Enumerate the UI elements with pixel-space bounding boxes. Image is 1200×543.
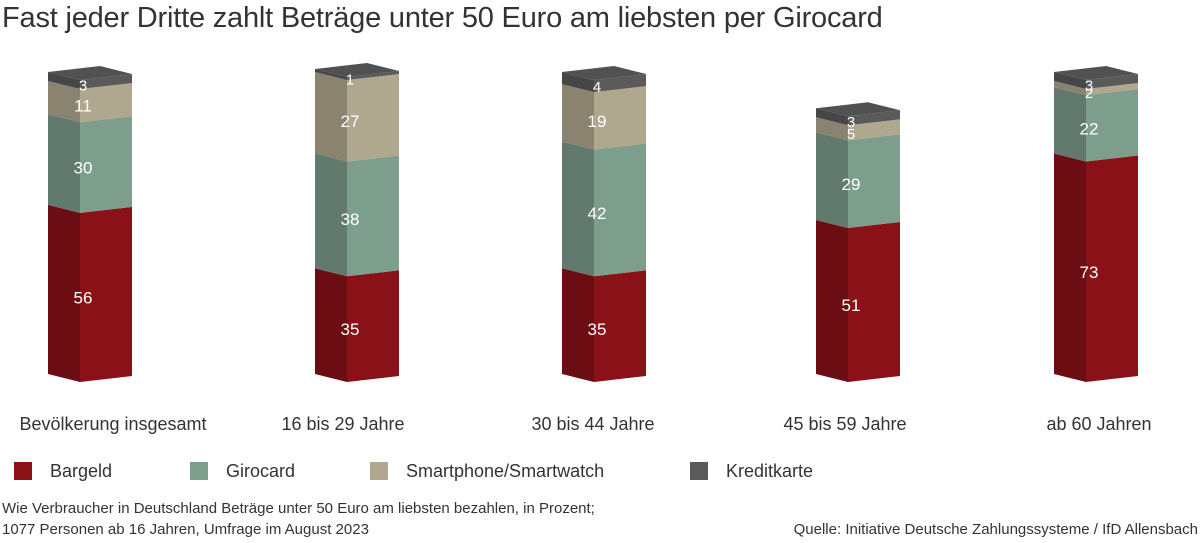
bar-segment-side-girocard-3: [562, 141, 594, 277]
bar-segment-side-girocard-2: [315, 153, 347, 277]
bar-segment-smartphone-smartwatch-1: [80, 83, 132, 123]
value-label-smartphone-smartwatch-1: 11: [74, 97, 92, 116]
bar-segment-side-bargeld-2: [315, 268, 347, 382]
value-label-smartphone-smartwatch-4: 5: [847, 126, 855, 143]
value-label-girocard-5: 22: [1080, 119, 1099, 138]
value-label-smartphone-smartwatch-2: 27: [341, 112, 360, 131]
chart-title: Fast jeder Dritte zahlt Beträge unter 50…: [2, 2, 883, 34]
bar-segment-girocard-5: [1086, 89, 1138, 162]
bar-segment-smartphone-smartwatch-4: [848, 119, 900, 141]
legend-item-smartphone-smartwatch: Smartphone/Smartwatch: [370, 458, 604, 484]
category-label-2: 16 bis 29 Jahre: [281, 414, 405, 434]
value-label-bargeld-4: 51: [842, 296, 861, 315]
legend-swatch: [370, 462, 388, 480]
legend-item-girocard: Girocard: [190, 458, 295, 484]
legend: Bargeld Girocard Smartphone/Smartwatch Kred…: [0, 458, 1200, 484]
bar-segment-side-bargeld-4: [816, 219, 848, 382]
value-label-girocard-2: 38: [341, 210, 360, 229]
value-label-kreditkarte-4: 3: [847, 114, 855, 131]
value-label-kreditkarte-2: 1: [346, 71, 354, 88]
legend-swatch: [190, 462, 208, 480]
bar-segment-side-smartphone-smartwatch-5: [1054, 81, 1086, 96]
bar-segment-side-kreditkarte-2: [315, 68, 347, 80]
value-label-bargeld-1: 56: [74, 288, 93, 307]
footnote: Wie Verbraucher in Deutschland Beträge u…: [2, 498, 595, 540]
bar-segment-side-kreditkarte-4: [816, 108, 848, 126]
value-label-kreditkarte-1: 3: [79, 78, 87, 95]
bar-segment-side-smartphone-smartwatch-2: [315, 72, 347, 162]
value-label-kreditkarte-5: 3: [1085, 78, 1093, 95]
value-label-kreditkarte-3: 4: [593, 79, 601, 96]
bar-stack-4: 51 29 53: [816, 102, 900, 382]
legend-swatch: [690, 462, 708, 480]
bar-segment-kreditkarte-1: [80, 74, 132, 90]
bar-segment-side-girocard-5: [1054, 87, 1086, 162]
bar-segment-kreditkarte-2: [347, 70, 399, 80]
bar-stack-1: 56 30 11 3: [48, 66, 132, 382]
bar-segment-side-girocard-1: [48, 114, 80, 213]
legend-label: Bargeld: [50, 460, 113, 481]
bar-segment-bargeld-5: [1086, 155, 1138, 382]
bar-top-4: [816, 102, 900, 117]
category-label-1: Bevölkerung insgesamt: [19, 414, 207, 434]
bar-top-1: [48, 66, 132, 80]
bar-segment-girocard-1: [80, 116, 132, 213]
bar-segment-side-kreditkarte-5: [1054, 72, 1086, 90]
bar-segment-bargeld-2: [347, 270, 399, 382]
bar-stack-3: 35 42 19 4: [562, 66, 646, 382]
bar-segment-smartphone-smartwatch-3: [594, 86, 646, 150]
bar-segment-kreditkarte-4: [848, 110, 900, 126]
legend-label: Smartphone/Smartwatch: [406, 460, 605, 481]
legend-item-bargeld: Bargeld: [14, 458, 112, 484]
bar-segment-side-bargeld-5: [1054, 153, 1086, 382]
category-label-5: ab 60 Jahren: [1046, 414, 1152, 434]
bar-segment-kreditkarte-3: [594, 74, 646, 93]
bar-segment-kreditkarte-5: [1086, 74, 1138, 90]
bar-segment-bargeld-1: [80, 206, 132, 382]
category-label-4: 45 bis 59 Jahre: [783, 414, 907, 434]
bar-segment-side-bargeld-1: [48, 204, 80, 382]
bar-top-2: [315, 62, 399, 77]
bar-segment-bargeld-3: [594, 270, 646, 382]
bar-segment-bargeld-4: [848, 221, 900, 382]
footnote-line-1: Wie Verbraucher in Deutschland Beträge u…: [2, 500, 595, 517]
value-label-girocard-4: 29: [842, 175, 861, 194]
bar-top-3: [562, 66, 646, 80]
value-label-smartphone-smartwatch-5: 2: [1085, 85, 1093, 102]
bar-segment-side-smartphone-smartwatch-1: [48, 81, 80, 123]
bar-segment-girocard-2: [347, 155, 399, 277]
legend-item-kreditkarte: Kreditkarte: [690, 458, 813, 484]
bar-segment-girocard-3: [594, 143, 646, 277]
value-label-smartphone-smartwatch-3: 19: [588, 112, 607, 131]
bar-segment-side-kreditkarte-3: [562, 72, 594, 93]
value-label-bargeld-3: 35: [588, 320, 607, 339]
source-note: Quelle: Initiative Deutsche Zahlungssyst…: [793, 521, 1198, 538]
legend-swatch: [14, 462, 32, 480]
bar-segment-side-kreditkarte-1: [48, 72, 80, 90]
bar-segment-smartphone-smartwatch-2: [347, 74, 399, 162]
legend-label: Kreditkarte: [726, 460, 814, 481]
footnote-line-2: 1077 Personen ab 16 Jahren, Umfrage im A…: [2, 521, 369, 538]
bar-segment-smartphone-smartwatch-5: [1086, 83, 1138, 96]
value-label-girocard-3: 42: [588, 204, 607, 223]
bar-segment-side-bargeld-3: [562, 268, 594, 382]
category-label-3: 30 bis 44 Jahre: [531, 414, 655, 434]
value-label-bargeld-5: 73: [1080, 263, 1099, 282]
value-label-bargeld-2: 35: [341, 320, 360, 339]
bar-segment-side-girocard-4: [816, 132, 848, 228]
bar-segment-side-smartphone-smartwatch-4: [816, 117, 848, 141]
bar-stack-2: 35 38 27 1: [315, 62, 399, 382]
bar-segment-side-smartphone-smartwatch-3: [562, 84, 594, 150]
bar-top-5: [1054, 66, 1138, 80]
legend-label: Girocard: [226, 460, 296, 481]
value-label-girocard-1: 30: [74, 159, 93, 178]
bar-segment-girocard-4: [848, 134, 900, 228]
